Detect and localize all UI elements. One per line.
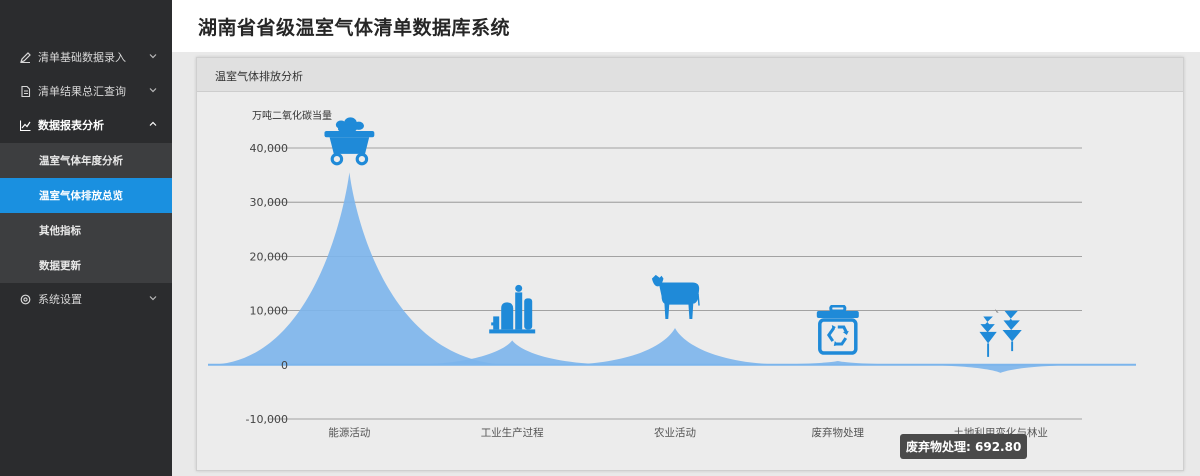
area-series-2[interactable] [557, 327, 793, 365]
submenu-other-indicators-label: 其他指标 [39, 225, 81, 237]
submenu-annual-analysis-label: 温室气体年度分析 [39, 155, 123, 167]
menu-data-entry[interactable]: 清单基础数据录入 [0, 40, 172, 74]
submenu-data-update-label: 数据更新 [39, 260, 81, 272]
x-tick-label: 废弃物处理 [812, 426, 865, 439]
area-series-0[interactable] [208, 172, 513, 365]
page-title: 湖南省省级温室气体清单数据库系统 [198, 17, 511, 39]
menu-summary-query[interactable]: 清单结果总汇查询 [0, 74, 172, 108]
chevron-down-icon [149, 296, 157, 301]
header: 湖南省省级温室气体清单数据库系统 [172, 0, 1200, 52]
menu-system-settings[interactable]: 系统设置 [0, 282, 172, 316]
chevron-down-icon [149, 54, 157, 59]
submenu-other-indicators[interactable]: 其他指标 [0, 213, 172, 248]
x-tick-label: 工业生产过程 [481, 426, 544, 439]
y-tick-label: 0 [281, 359, 288, 372]
gear-icon [20, 294, 31, 305]
panel-header: 温室气体排放分析 [197, 58, 1183, 92]
submenu-emission-overview[interactable]: 温室气体排放总览 [0, 178, 172, 213]
pencil-icon [20, 51, 31, 63]
sidebar: 清单基础数据录入 清单结果总汇查询 数据报表分析 温室气体年度分析 温室气体排放… [0, 0, 172, 476]
x-tick-label: 能源活动 [328, 426, 370, 439]
menu-report-analysis-label: 数据报表分析 [38, 119, 104, 132]
chart-tooltip: 废弃物处理: 692.80 [900, 434, 1028, 459]
tooltip-value: 692.80 [975, 440, 1022, 454]
chevron-up-icon [149, 121, 157, 126]
menu-report-analysis[interactable]: 数据报表分析 [0, 108, 172, 142]
submenu-emission-overview-label: 温室气体排放总览 [39, 190, 123, 202]
y-tick-label: 20,000 [250, 250, 289, 263]
document-icon [20, 85, 31, 97]
y-tick-label: 40,000 [250, 142, 289, 155]
factory-icon [489, 284, 536, 334]
menu-data-entry-label: 清单基础数据录入 [38, 51, 126, 64]
y-axis-label: 万吨二氧化碳当量 [252, 109, 332, 122]
area-series-4[interactable] [900, 364, 1101, 373]
area-series-1[interactable] [402, 340, 622, 365]
panel-title: 温室气体排放分析 [215, 70, 303, 83]
coal-cart-icon [324, 116, 375, 166]
line-chart-icon [20, 120, 31, 131]
submenu-data-update[interactable]: 数据更新 [0, 248, 172, 283]
x-tick-label: 农业活动 [654, 426, 696, 439]
y-tick-label: 30,000 [250, 196, 289, 209]
cow-icon [651, 274, 700, 320]
recycle-bin-icon [815, 305, 861, 355]
menu-system-settings-label: 系统设置 [38, 293, 82, 306]
tree-arrows-icon [979, 308, 1022, 357]
y-tick-label: -10,000 [246, 413, 288, 426]
y-tick-label: 10,000 [250, 305, 289, 318]
chevron-down-icon [149, 88, 157, 93]
tooltip-label: 废弃物处理 [906, 440, 967, 454]
area-series-3[interactable] [740, 361, 936, 365]
menu-summary-query-label: 清单结果总汇查询 [38, 85, 126, 98]
submenu-annual-analysis[interactable]: 温室气体年度分析 [0, 143, 172, 178]
